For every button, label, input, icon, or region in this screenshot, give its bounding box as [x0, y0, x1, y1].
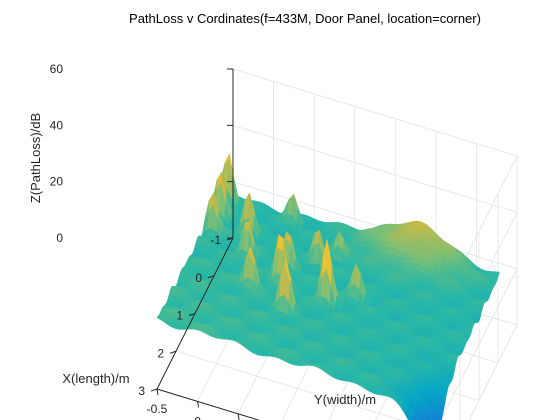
z-tick-label: 40	[50, 118, 64, 132]
grid-line-floor-x	[175, 350, 402, 420]
z-tick-label: 20	[50, 175, 64, 189]
y-axis-line	[156, 388, 260, 420]
x-tick-label: 3	[138, 384, 145, 398]
grid-line-side-z	[468, 324, 518, 420]
x-tick-label: 2	[157, 346, 164, 360]
x-tick-mark	[150, 388, 158, 392]
grid-line-wall-z	[232, 68, 518, 157]
axis-lines	[150, 68, 260, 420]
surface-mesh	[156, 153, 500, 420]
y-tick-mark	[156, 388, 159, 396]
y-tick-label: -0.5	[147, 402, 168, 416]
x-tick-label: 1	[176, 309, 183, 323]
surface-cell	[156, 316, 164, 321]
y-tick-mark	[237, 413, 240, 420]
y-tick-label: 0	[194, 414, 201, 420]
x-tick-label: 0	[195, 271, 202, 285]
z-tick-label: 60	[50, 62, 64, 76]
x-tick-mark	[207, 275, 215, 279]
grid-line-wall-z	[232, 124, 518, 213]
y-tick-mark	[197, 401, 200, 408]
x-tick-mark	[188, 313, 196, 316]
x-tick-label: -1	[210, 233, 221, 247]
x-tick-mark	[169, 350, 177, 354]
z-axis-label: Z(PathLoss)/dB	[28, 113, 43, 203]
grid-line-side-z	[440, 268, 518, 420]
y-axis-label: Y(width)/m	[314, 392, 376, 407]
z-tick-label: 0	[56, 231, 63, 245]
chart-title: PathLoss v Cordinates(f=433M, Door Panel…	[129, 11, 481, 26]
grid-line-wall-z	[232, 181, 518, 270]
x-axis-label: X(length)/m	[62, 371, 129, 386]
